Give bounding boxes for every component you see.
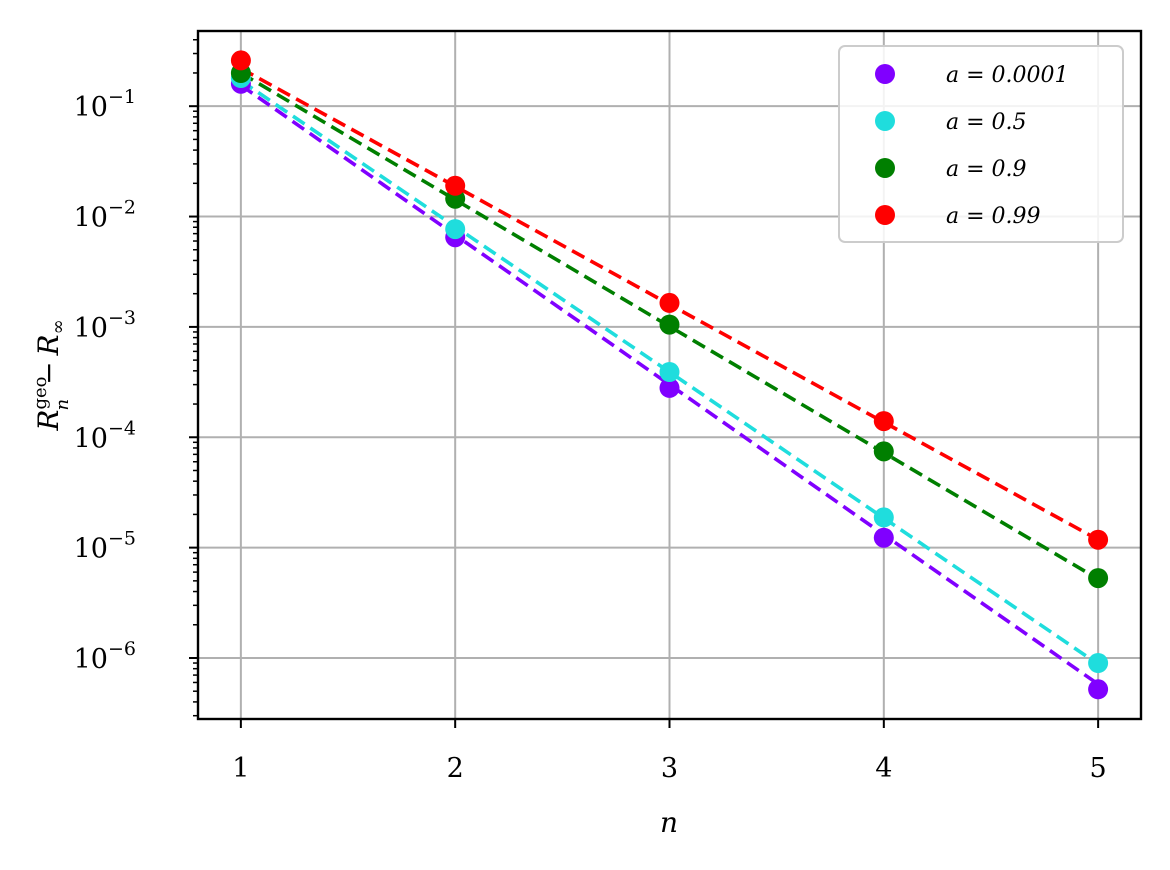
legend-label-2: a = 0.9 <box>946 157 1027 182</box>
x-axis-label: n <box>660 806 678 839</box>
svg-text:Rgeon−R∞: Rgeon−R∞ <box>30 319 73 431</box>
y-axis-label-sup: geo <box>30 377 51 410</box>
y-axis-label-minus: − <box>32 361 65 384</box>
legend-box <box>838 45 1124 243</box>
data-point-series-3 <box>445 175 466 196</box>
x-tick-label: 3 <box>661 753 678 784</box>
legend-label-1: a = 0.5 <box>946 110 1027 135</box>
data-point-series-3 <box>1088 529 1109 550</box>
x-axis-ticks: 1 2 3 4 5 <box>232 719 1107 784</box>
data-point-series-2 <box>1088 568 1109 589</box>
fit-line-series-0 <box>239 83 1100 686</box>
fit-line-series-2 <box>239 71 1100 581</box>
x-tick-label: 2 <box>447 753 464 784</box>
legend: a = 0.0001 a = 0.5 a = 0.9 a = 0.99 <box>838 45 1124 243</box>
fit-line-series-1 <box>239 79 1100 666</box>
y-tick-label: 10−1 <box>74 86 136 123</box>
y-axis-ticks: 10−1 10−2 10−3 10−4 10−5 10−6 <box>74 86 198 675</box>
legend-marker-1 <box>875 111 895 131</box>
x-tick-label: 4 <box>875 753 892 784</box>
data-point-series-0 <box>1088 679 1109 700</box>
data-point-series-2 <box>659 314 680 335</box>
legend-marker-0 <box>875 64 895 84</box>
legend-marker-2 <box>875 158 895 178</box>
y-tick-label: 10−2 <box>74 197 136 234</box>
y-tick-label: 10−3 <box>74 307 136 344</box>
y-axis-label: Rgeon−R∞ <box>30 319 73 431</box>
legend-label-3: a = 0.99 <box>946 204 1041 229</box>
data-point-series-3 <box>230 50 251 71</box>
y-axis-label-sub: n <box>52 399 73 411</box>
data-point-series-0 <box>659 377 680 398</box>
y-tick-label: 10−5 <box>74 528 136 565</box>
y-tick-label: 10−4 <box>74 417 136 454</box>
data-point-series-1 <box>1088 653 1109 673</box>
data-point-series-3 <box>873 411 894 432</box>
x-tick-label: 5 <box>1090 753 1107 784</box>
y-axis-label-rest-sub: ∞ <box>48 319 69 334</box>
data-point-series-1 <box>659 362 680 382</box>
data-point-series-1 <box>445 219 466 240</box>
data-point-series-1 <box>873 507 894 528</box>
data-point-series-2 <box>873 441 894 462</box>
data-points <box>230 50 1109 700</box>
y-axis-label-rest: R <box>32 334 65 356</box>
legend-label-0: a = 0.0001 <box>946 63 1069 88</box>
legend-marker-3 <box>875 205 895 225</box>
data-point-series-3 <box>659 292 680 313</box>
y-tick-label: 10−6 <box>74 638 136 675</box>
x-tick-label: 1 <box>232 753 249 784</box>
data-point-series-0 <box>873 527 894 548</box>
y-axis-label-main: R <box>32 410 65 432</box>
